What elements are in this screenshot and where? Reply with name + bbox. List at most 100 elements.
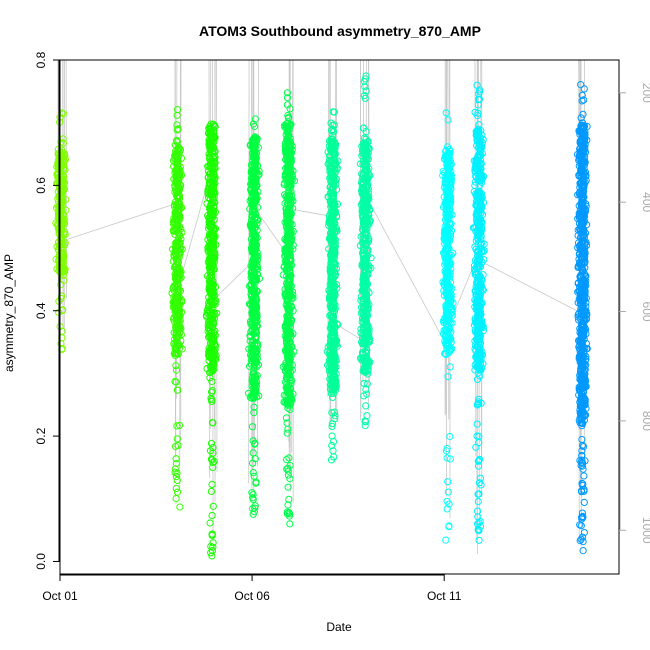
- data-point: [329, 309, 337, 317]
- data-points: [52, 72, 591, 560]
- y2-tick-label: 800: [640, 411, 650, 431]
- data-point: [284, 467, 292, 475]
- data-point: [250, 148, 258, 156]
- data-point: [209, 210, 217, 218]
- data-point: [208, 142, 216, 150]
- data-point: [208, 186, 216, 194]
- data-point: [281, 191, 289, 199]
- data-point: [284, 111, 292, 120]
- data-point: [328, 301, 336, 309]
- data-point: [442, 206, 450, 214]
- data-point: [358, 175, 366, 183]
- data-point: [207, 263, 215, 271]
- data-point: [251, 264, 259, 272]
- data-point: [173, 210, 181, 218]
- data-point: [249, 495, 257, 503]
- data-point: [173, 422, 181, 430]
- data-point: [328, 368, 336, 376]
- data-point: [62, 206, 70, 214]
- data-point: [327, 119, 335, 127]
- data-point: [286, 177, 294, 185]
- data-point: [248, 293, 256, 301]
- data-point: [248, 489, 256, 497]
- data-point: [279, 363, 287, 371]
- data-point: [286, 138, 294, 146]
- data-point: [329, 284, 338, 292]
- data-point: [363, 380, 371, 388]
- data-point: [333, 284, 341, 292]
- data-point: [366, 171, 374, 180]
- data-point: [248, 264, 256, 272]
- profile-line: [216, 59, 218, 472]
- data-point: [330, 165, 339, 173]
- data-point: [329, 447, 337, 455]
- data-point: [580, 472, 588, 480]
- data-point: [209, 458, 217, 466]
- series-3: [245, 115, 264, 518]
- data-point: [442, 447, 451, 455]
- axes: Oct 01 Oct 06 Oct 110.00.20.40.60.82004006…: [34, 51, 650, 603]
- data-point: [329, 192, 337, 201]
- data-point: [284, 355, 292, 363]
- data-point: [358, 190, 366, 198]
- data-point: [173, 257, 181, 265]
- data-point: [285, 512, 293, 520]
- data-point: [331, 208, 339, 216]
- data-point: [169, 226, 177, 234]
- data-point: [247, 320, 255, 328]
- data-point: [359, 261, 367, 269]
- data-point: [208, 531, 216, 540]
- data-point: [327, 146, 336, 154]
- data-point: [205, 222, 213, 230]
- data-point: [360, 92, 368, 100]
- data-point: [208, 345, 216, 353]
- data-point: [328, 409, 336, 417]
- data-point: [206, 268, 214, 276]
- x-tick-label: Oct 11: [427, 589, 462, 603]
- y2-tick-label: 600: [640, 302, 650, 322]
- data-point: [285, 245, 293, 253]
- data-point: [54, 145, 62, 154]
- data-point: [329, 288, 337, 296]
- data-point: [445, 523, 453, 531]
- data-point: [285, 329, 293, 337]
- data-point: [283, 200, 292, 208]
- series-6: [356, 72, 375, 430]
- data-point: [174, 194, 182, 202]
- data-point: [173, 469, 181, 477]
- data-point: [333, 342, 341, 350]
- data-point: [206, 208, 214, 216]
- y-tick-label: 0.8: [34, 51, 48, 68]
- data-point: [283, 149, 291, 157]
- data-point: [287, 199, 295, 207]
- data-point: [251, 252, 259, 260]
- data-point: [207, 354, 215, 363]
- data-point: [362, 72, 370, 80]
- data-point: [177, 324, 185, 332]
- data-point: [250, 210, 258, 218]
- series-9: [573, 81, 591, 555]
- data-point: [208, 377, 216, 386]
- data-point: [284, 284, 292, 292]
- data-point: [446, 292, 455, 300]
- data-point: [332, 377, 340, 385]
- data-point: [283, 94, 292, 102]
- data-point: [359, 300, 367, 308]
- data-point: [208, 547, 216, 555]
- data-point: [475, 536, 483, 544]
- data-point: [248, 376, 256, 384]
- data-point: [287, 187, 295, 196]
- data-point: [173, 318, 181, 326]
- data-point: [171, 442, 180, 451]
- data-point: [250, 122, 259, 131]
- data-point: [209, 281, 217, 289]
- data-point: [207, 120, 215, 128]
- data-point: [176, 503, 184, 511]
- data-point: [173, 203, 181, 211]
- data-point: [60, 276, 68, 284]
- data-point: [445, 180, 453, 188]
- data-point: [208, 511, 216, 520]
- data-point: [208, 315, 216, 323]
- data-point: [206, 190, 214, 198]
